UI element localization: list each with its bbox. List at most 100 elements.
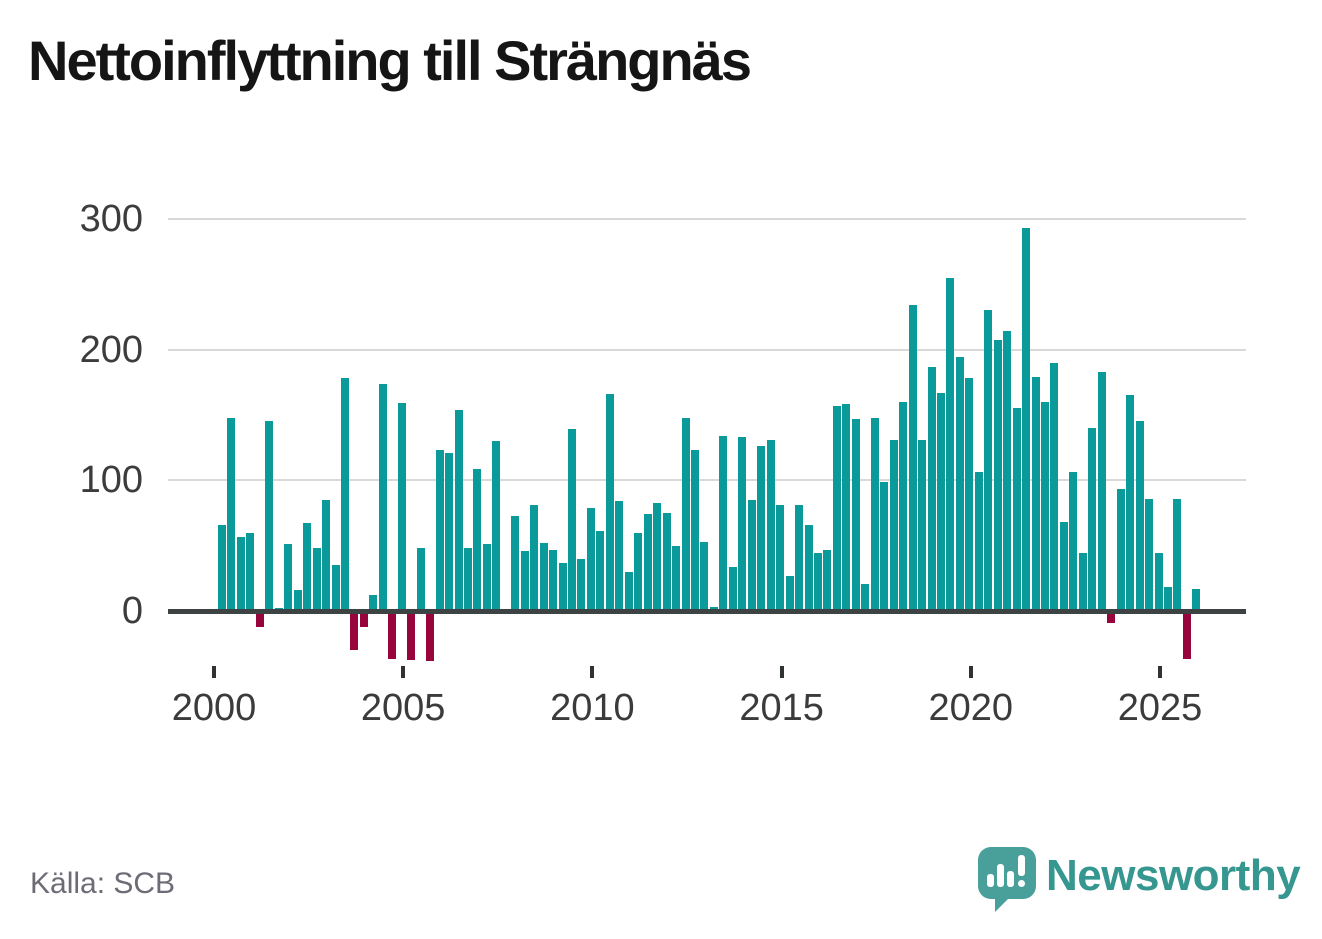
bar bbox=[1192, 588, 1201, 611]
bar bbox=[955, 357, 964, 611]
bar bbox=[1088, 428, 1097, 611]
bar bbox=[662, 512, 671, 611]
bar bbox=[568, 429, 577, 611]
bar bbox=[492, 441, 501, 611]
bar-negative bbox=[1107, 613, 1116, 624]
bar bbox=[1097, 371, 1106, 611]
bar bbox=[378, 383, 387, 611]
bar bbox=[728, 566, 737, 611]
bar bbox=[634, 532, 643, 611]
bar bbox=[530, 505, 539, 611]
bar bbox=[596, 531, 605, 611]
logo-bar-icon bbox=[987, 874, 994, 887]
bar bbox=[218, 524, 226, 611]
x-axis-label: 2005 bbox=[360, 687, 446, 729]
bar bbox=[1059, 522, 1068, 611]
x-axis-tick bbox=[779, 666, 784, 678]
x-axis-tick bbox=[1158, 666, 1162, 678]
bar bbox=[558, 562, 567, 611]
bar bbox=[785, 575, 794, 611]
y-axis-label: 100 bbox=[79, 459, 143, 502]
x-axis-line bbox=[168, 609, 1246, 614]
bar bbox=[227, 417, 236, 611]
bar bbox=[605, 394, 614, 611]
bar bbox=[691, 450, 699, 611]
bar bbox=[284, 544, 293, 611]
bar bbox=[946, 277, 955, 611]
x-axis-label: 2000 bbox=[171, 687, 257, 729]
bar bbox=[984, 310, 993, 611]
bar bbox=[1164, 587, 1172, 611]
bar bbox=[700, 541, 709, 611]
y-axis-label: 300 bbox=[79, 197, 143, 240]
x-axis-label: 2020 bbox=[928, 687, 1014, 729]
bar bbox=[435, 450, 444, 611]
bar bbox=[804, 524, 813, 611]
bar bbox=[1078, 553, 1087, 611]
bar bbox=[416, 548, 425, 611]
bar bbox=[624, 571, 633, 611]
bar bbox=[340, 378, 349, 611]
logo-exclamation-icon bbox=[1018, 855, 1025, 876]
bar bbox=[870, 417, 879, 611]
gridline-y200 bbox=[168, 348, 1246, 351]
newsworthy-logo-icon bbox=[978, 847, 1036, 912]
bar bbox=[1050, 362, 1059, 611]
bar bbox=[312, 548, 321, 611]
x-axis-label: 2015 bbox=[739, 687, 824, 729]
bar bbox=[965, 378, 974, 611]
bar bbox=[842, 404, 851, 611]
bar bbox=[747, 499, 756, 611]
bar bbox=[643, 514, 652, 611]
bar bbox=[672, 545, 681, 611]
gridline-y100 bbox=[168, 479, 1246, 482]
bar bbox=[1003, 331, 1012, 611]
x-axis-label: 2010 bbox=[550, 687, 635, 729]
y-axis-label: 0 bbox=[121, 590, 143, 632]
source-label: Källa: SCB bbox=[30, 867, 176, 900]
logo-speech-tail bbox=[995, 897, 1010, 912]
bar bbox=[993, 340, 1002, 611]
bar bbox=[482, 544, 491, 611]
bar bbox=[1031, 377, 1040, 611]
bar bbox=[549, 549, 558, 611]
bar bbox=[776, 505, 785, 611]
bar bbox=[1022, 228, 1031, 611]
logo-bar-icon bbox=[997, 864, 1004, 887]
bar-negative bbox=[255, 613, 264, 628]
bar bbox=[445, 452, 454, 611]
bar bbox=[936, 392, 945, 611]
bar bbox=[861, 583, 870, 611]
bar-negative bbox=[426, 613, 435, 662]
newsworthy-wordmark: Newsworthy bbox=[1046, 851, 1301, 900]
bar bbox=[832, 405, 841, 611]
bar bbox=[473, 468, 482, 611]
bar bbox=[1116, 489, 1125, 611]
bar bbox=[1069, 472, 1078, 611]
bar-negative bbox=[407, 613, 416, 661]
chart-title: Nettoinflyttning till Strängnäs bbox=[28, 29, 752, 92]
bar bbox=[303, 523, 312, 611]
bar-negative bbox=[1182, 613, 1191, 659]
bar bbox=[823, 549, 832, 611]
gridline-y300 bbox=[168, 217, 1246, 220]
bar bbox=[681, 417, 690, 611]
bar bbox=[813, 553, 822, 611]
bar bbox=[908, 305, 917, 611]
x-axis-tick bbox=[212, 666, 216, 678]
bar bbox=[1154, 553, 1163, 611]
logo-exclamation-dot-icon bbox=[1018, 880, 1025, 887]
bar bbox=[539, 543, 548, 611]
bar bbox=[974, 472, 983, 611]
bar bbox=[653, 502, 662, 611]
bar bbox=[331, 565, 340, 611]
bar bbox=[795, 505, 804, 611]
bar bbox=[719, 435, 728, 611]
bar bbox=[369, 595, 378, 611]
bar bbox=[615, 501, 624, 611]
bar bbox=[1135, 421, 1144, 611]
bar bbox=[246, 532, 255, 611]
bar bbox=[586, 507, 595, 611]
bar bbox=[1126, 395, 1135, 611]
